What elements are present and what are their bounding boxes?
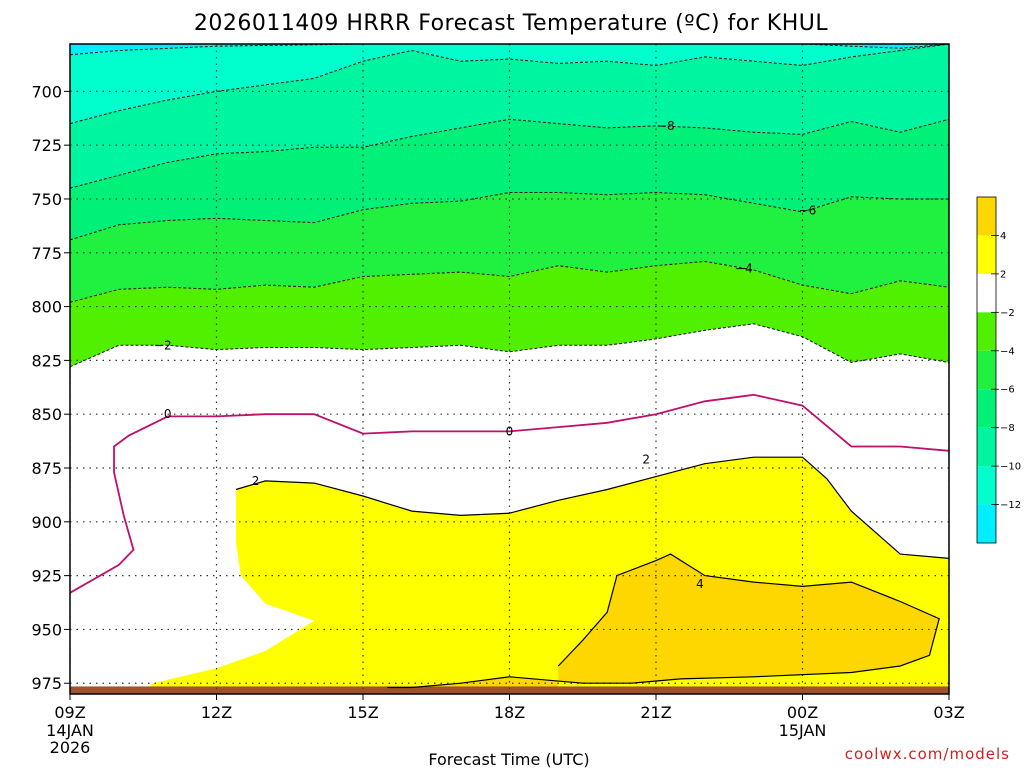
plot-area xyxy=(70,44,949,694)
contour-label-neg2: −2 xyxy=(154,338,172,352)
contour-line-4 xyxy=(387,553,940,689)
x-axis-label: Forecast Time (UTC) xyxy=(428,750,589,768)
y-tick-label-725: 725 xyxy=(31,136,62,155)
colorbar-swatch-8 xyxy=(977,504,996,543)
y-tick-label-825: 825 xyxy=(31,351,62,370)
y-tick-label-975: 975 xyxy=(31,674,62,693)
y-tick-label-875: 875 xyxy=(31,459,62,478)
x-tick-label-15Z: 15Z xyxy=(347,703,378,722)
colorbar-label-5: −8 xyxy=(1000,423,1015,434)
contour-line-neg8 xyxy=(70,118,949,189)
colorbar-label-7: −12 xyxy=(1000,500,1021,511)
colorbar-swatch-4 xyxy=(977,350,996,390)
contour-label-2-1: 2 xyxy=(642,452,650,466)
x-tick-label-03Z: 03Z xyxy=(933,703,964,722)
colorbar-label-2: −2 xyxy=(1000,308,1015,319)
colorbar-label-1: 2 xyxy=(1000,269,1006,280)
y-tick-label-800: 800 xyxy=(31,298,62,317)
band-neg6-to-neg4 xyxy=(70,192,949,303)
y-tick-label-900: 900 xyxy=(31,513,62,532)
x-tick-label-12Z: 12Z xyxy=(201,703,232,722)
contour-line-neg4 xyxy=(70,260,949,303)
contour-line-neg2 xyxy=(70,323,949,368)
credit-text: coolwx.com/models xyxy=(845,745,1010,763)
contour-line-neg6 xyxy=(70,191,949,241)
y-tick-label-950: 950 xyxy=(31,620,62,639)
freezing-line-0 xyxy=(70,393,949,594)
colorbar-label-3: −4 xyxy=(1000,346,1015,357)
contour-label-neg8: −8 xyxy=(657,119,675,133)
colorbar-swatch-6 xyxy=(977,427,996,467)
band-neg8-to-neg6 xyxy=(70,119,949,240)
colorbar-swatch-7 xyxy=(977,466,996,505)
colorbar-frame xyxy=(976,196,997,544)
band-neg4-to-neg2 xyxy=(70,261,949,367)
colorbar-swatch-0 xyxy=(977,197,996,236)
ground-surface xyxy=(70,686,949,694)
contour-label-0-0: 0 xyxy=(164,407,172,421)
contour-label-neg6: −6 xyxy=(799,203,817,217)
colorbar-swatch-2 xyxy=(977,273,996,313)
x-tick-label-00Z: 00Z xyxy=(787,703,818,722)
y-tick-label-700: 700 xyxy=(31,82,62,101)
contour-label-0-1: 0 xyxy=(506,424,514,438)
y-tick-label-750: 750 xyxy=(31,190,62,209)
date-label-day-0: 14JAN xyxy=(46,721,94,740)
contour-line-neg12 xyxy=(70,44,949,56)
x-tick-label-21Z: 21Z xyxy=(640,703,671,722)
y-tick-label-925: 925 xyxy=(31,567,62,586)
date-label-day-1: 15JAN xyxy=(779,721,827,740)
colorbar-swatch-5 xyxy=(977,389,996,428)
colorbar: 4 2 −2 −4 −6 −8 −10 −12 xyxy=(976,196,1021,544)
contour-label-4-0: 4 xyxy=(696,577,704,591)
contour-label-2-0: 2 xyxy=(252,474,260,488)
y-tick-label-775: 775 xyxy=(31,244,62,263)
contour-line-neg10 xyxy=(70,44,949,125)
colorbar-swatch-3 xyxy=(977,312,996,351)
date-label-year-0: 2026 xyxy=(50,738,91,757)
x-tick-label-18Z: 18Z xyxy=(494,703,525,722)
band-below-neg12 xyxy=(70,44,949,55)
colorbar-swatch-1 xyxy=(977,235,996,274)
colorbar-label-4: −6 xyxy=(1000,385,1015,396)
band-neg12-to-neg10 xyxy=(70,44,949,124)
contour-label-neg4: −4 xyxy=(735,261,753,275)
colorbar-label-6: −10 xyxy=(1000,462,1021,473)
contour-line-2 xyxy=(235,456,949,559)
y-tick-label-850: 850 xyxy=(31,405,62,424)
band-above-4 xyxy=(387,554,940,694)
chart-title: 2026011409 HRRR Forecast Temperature (ºC… xyxy=(194,11,828,36)
x-tick-label-09Z: 09Z xyxy=(54,703,85,722)
colorbar-label-0: 4 xyxy=(1000,231,1006,242)
